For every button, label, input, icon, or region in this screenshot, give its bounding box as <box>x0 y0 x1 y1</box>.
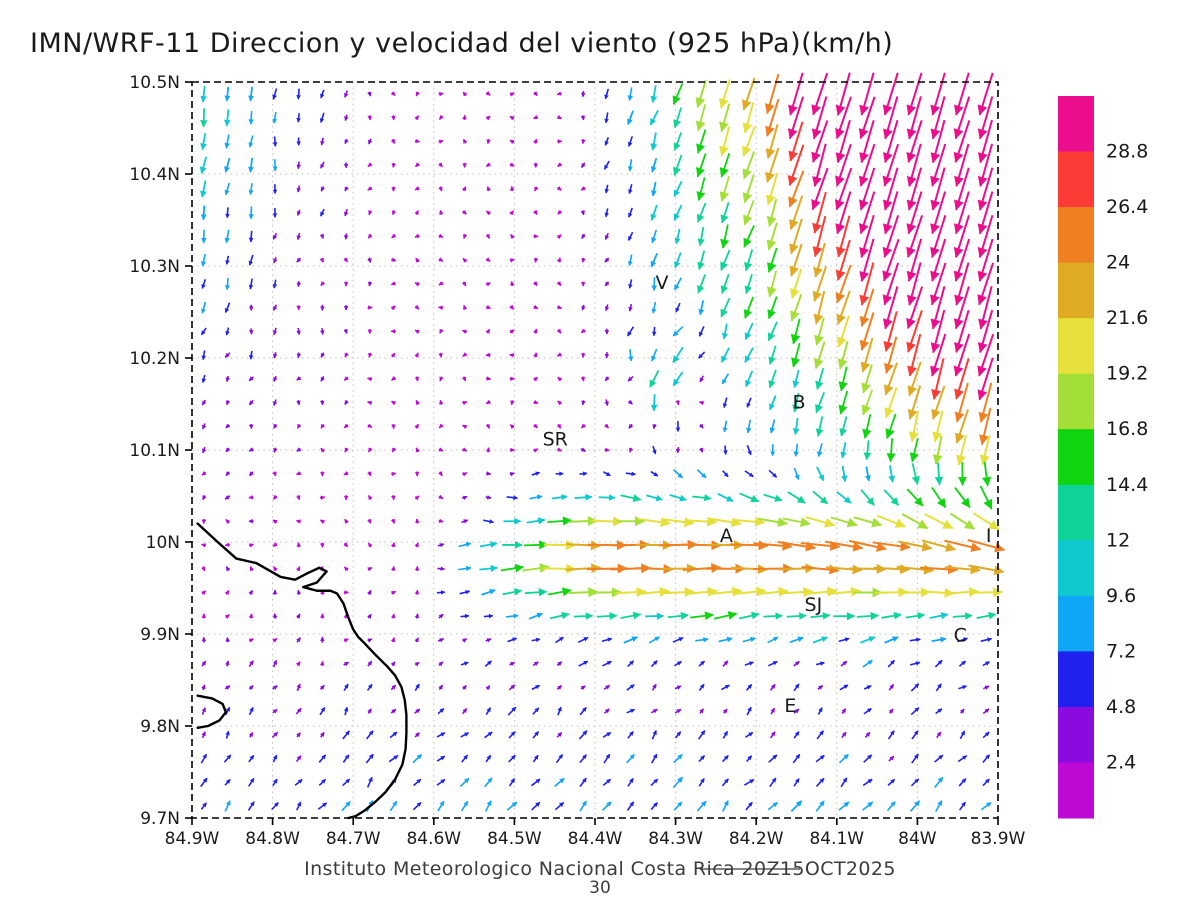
station-label-c: C <box>954 624 967 646</box>
colorbar-band[interactable] <box>1058 151 1094 208</box>
colorbar-band[interactable] <box>1058 429 1094 486</box>
x-axis-tick-label: 84.5W <box>487 829 542 849</box>
x-axis-tick-label: 84.6W <box>406 829 461 849</box>
x-axis-tick-label: 84.2W <box>729 829 784 849</box>
station-label-sr: SR <box>543 428 568 450</box>
x-axis-tick-label: 83.9W <box>971 829 1026 849</box>
colorbar-band[interactable] <box>1058 762 1094 819</box>
y-axis-tick-label: 10.4N <box>129 165 180 185</box>
station-label-v: V <box>655 272 668 294</box>
colorbar-band[interactable] <box>1058 373 1094 430</box>
axis-ticks: 84.9W 84.8W 84.7W 84.6W 84.5W 84.4W 84.3W 84.2W… <box>129 73 1025 849</box>
colorbar-tick-label: 12 <box>1106 529 1130 551</box>
plot-frame <box>191 81 999 819</box>
grid-lines <box>192 82 998 818</box>
colorbar-band[interactable] <box>1058 262 1094 319</box>
wind-vector-field <box>199 72 1006 812</box>
colorbar-tick-label: 21.6 <box>1106 307 1148 329</box>
colorbar-band[interactable] <box>1058 484 1094 541</box>
y-axis-tick-label: 10N <box>146 533 180 553</box>
colorbar-tick-label: 26.4 <box>1106 196 1148 218</box>
y-axis-tick-label: 9.7N <box>140 809 180 829</box>
colorbar[interactable]: 28.8 26.4 24 21.6 19.2 16.8 14.4 12 9.6 7.2 4.8 2.4 <box>1058 96 1148 819</box>
colorbar-band[interactable] <box>1058 96 1094 153</box>
x-axis-tick-label: 84.8W <box>245 829 300 849</box>
colorbar-tick-label: 19.2 <box>1106 363 1148 385</box>
colorbar-band[interactable] <box>1058 318 1094 375</box>
colorbar-tick-label: 2.4 <box>1106 751 1136 773</box>
station-label-b: B <box>792 392 805 414</box>
station-label-sj: SJ <box>805 594 823 616</box>
x-axis-tick-label: 84.7W <box>326 829 381 849</box>
colorbar-band[interactable] <box>1058 651 1094 708</box>
coastline <box>196 522 408 820</box>
y-axis-tick-label: 10.2N <box>129 349 180 369</box>
page-title: IMN/WRF-11 Direccion y velocidad del vie… <box>30 28 894 59</box>
colorbar-tick-label: 24 <box>1106 252 1130 274</box>
colorbar-tick-label: 28.8 <box>1106 141 1148 163</box>
y-axis-tick-label: 9.8N <box>140 717 180 737</box>
colorbar-band[interactable] <box>1058 595 1094 652</box>
y-axis-tick-label: 10.3N <box>129 257 180 277</box>
colorbar-tick-label: 14.4 <box>1106 474 1148 496</box>
x-axis-tick-label: 84.1W <box>809 829 864 849</box>
footer-caption: Instituto Meteorologico Nacional Costa R… <box>304 858 896 880</box>
colorbar-band[interactable] <box>1058 706 1094 763</box>
colorbar-band[interactable] <box>1058 207 1094 264</box>
station-label-e: E <box>784 695 796 717</box>
station-label-a: A <box>720 525 733 547</box>
x-axis-tick-label: 84.9W <box>165 829 220 849</box>
colorbar-tick-label: 4.8 <box>1106 696 1136 718</box>
x-axis-tick-label: 84.3W <box>648 829 703 849</box>
x-axis-tick-label: 84W <box>898 829 937 849</box>
colorbar-tick-label: 9.6 <box>1106 585 1136 607</box>
colorbar-tick-label: 7.2 <box>1106 640 1136 662</box>
page-number: 30 <box>589 878 611 898</box>
colorbar-band[interactable] <box>1058 540 1094 597</box>
x-axis-tick-label: 84.4W <box>568 829 623 849</box>
colorbar-tick-label: 16.8 <box>1106 418 1148 440</box>
y-axis-tick-label: 10.5N <box>129 73 180 93</box>
y-axis-tick-label: 10.1N <box>129 441 180 461</box>
station-label-i: I <box>986 525 992 547</box>
y-axis-tick-label: 9.9N <box>140 625 180 645</box>
station-labels: V SR B A I SJ C E <box>543 272 992 717</box>
